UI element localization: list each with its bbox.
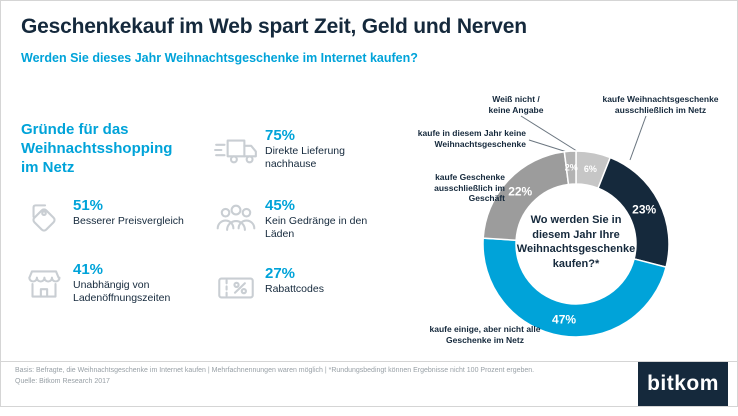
stat-lieferung: 75% Direkte Lieferung nachhause [213,127,377,173]
page-subtitle: Werden Sie dieses Jahr Weihnachtsgeschen… [21,51,418,65]
donut-percent-label: 2% [565,163,578,173]
donut-percent-label: 47% [552,313,576,327]
segment-label-ausschliesslich-netz: kaufe Weihnachtsgeschenke ausschließlich… [602,94,719,115]
stat-value: 41% [73,261,104,278]
reasons-heading: Gründe für das Weihnachtsshopping im Net… [21,121,173,176]
delivery-truck-icon [213,127,259,173]
stat-label: Direkte Lieferung nachhause [265,145,345,170]
donut-chart-panel: 6% 23% 47% 22% 2% Wo werden Sie in diesem Ja… [381,86,737,366]
donut-percent-label: 23% [632,202,656,216]
page-title: Geschenkekauf im Web spart Zeit, Geld un… [21,15,527,38]
stat-ladenoeffnungszeiten: 41% Unabhängig von Ladenöffnungszeiten [21,261,185,307]
stat-label: Unabhängig von Ladenöffnungszeiten [73,279,171,304]
footer-source-note: Quelle: Bitkom Research 2017 [15,378,110,385]
stat-preisvergleich: 51% Besserer Preisvergleich [21,197,185,243]
segment-label-weiss-nicht: Weiß nicht / keine Angabe [488,94,544,115]
price-tags-icon [21,197,67,243]
segment-label-einige-im-netz: kaufe einige, aber nicht alle Geschenke … [429,324,541,345]
stat-label: Besserer Preisvergleich [73,215,184,227]
donut-segment [563,150,577,186]
stat-value: 75% [265,127,296,144]
leader-line-keine-geschenke [528,139,568,153]
footer-divider [1,361,737,362]
leader-line-weiss-nicht [520,115,581,154]
storefront-icon [21,261,67,307]
donut-percent-label: 6% [584,164,597,174]
stat-label: Kein Gedränge in den Läden [265,215,368,240]
leader-line-netz [629,115,647,161]
donut-chart: 6% 23% 47% 22% 2% [482,115,670,338]
stat-value: 27% [265,265,296,282]
segment-label-keine-geschenke: kaufe in diesem Jahr keine Weihnachtsges… [417,128,526,149]
stat-value: 45% [265,197,296,214]
discount-ticket-icon [213,265,259,311]
stat-label: Rabattcodes [265,283,324,295]
people-crowd-icon [213,197,259,243]
donut-center-question: Wo werden Sie in diesem Jahr Ihre Weihna… [516,214,636,270]
infographic-card: Geschenkekauf im Web spart Zeit, Geld un… [0,0,738,407]
stat-gedraenge: 45% Kein Gedränge in den Läden [213,197,377,243]
donut-percent-label: 22% [508,185,532,199]
stat-rabattcodes: 27% Rabattcodes [213,265,377,311]
segment-label-geschaeft: kaufe Geschenke ausschließlich im Geschä… [434,172,505,204]
donut-segment [482,237,667,338]
footer-basis-note: Basis: Befragte, die Weihnachtsgeschenke… [15,367,535,374]
bitkom-logo-text: bitkom [647,372,719,395]
bitkom-logo: bitkom [638,362,728,406]
stat-value: 51% [73,197,104,214]
